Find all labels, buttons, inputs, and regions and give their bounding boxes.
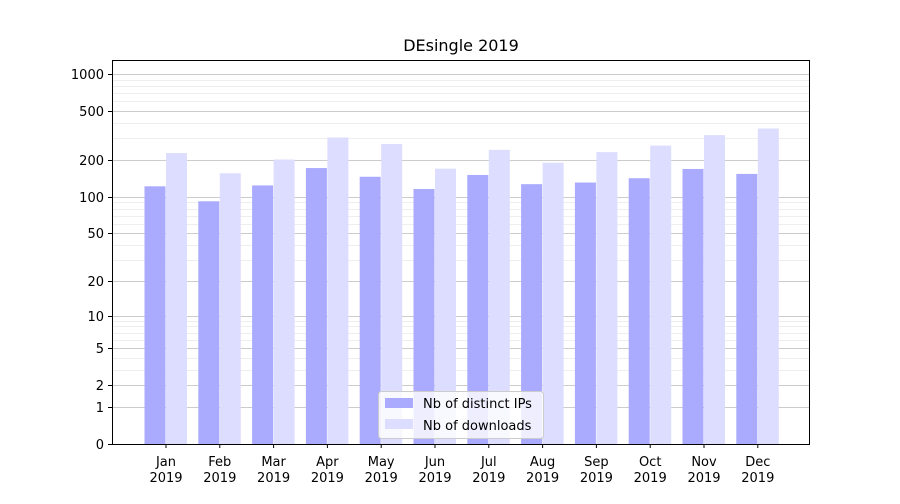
y-tick-label: 500 <box>79 105 104 120</box>
y-axis: 0 1 2 5 10 20 50 100 200 500 1000 <box>71 68 112 453</box>
bar-downloads <box>542 162 564 444</box>
x-tick-label: Jan 2019 <box>149 455 182 486</box>
x-tick-label: Oct 2019 <box>634 455 667 486</box>
y-tick-label: 0 <box>96 438 104 453</box>
bar-downloads <box>273 159 295 444</box>
y-tick-label: 1000 <box>71 68 104 83</box>
bar-distinct-ips <box>682 168 704 444</box>
bar-distinct-ips <box>521 184 543 445</box>
x-tick-label: Mar 2019 <box>257 455 290 486</box>
bar-distinct-ips <box>467 174 489 444</box>
bar-downloads <box>166 153 187 444</box>
x-tick-label: Aug 2019 <box>526 455 559 486</box>
bars <box>144 128 779 445</box>
x-tick-label: Jul 2019 <box>472 455 505 486</box>
bar-distinct-ips <box>574 182 596 445</box>
y-tick-label: 1 <box>96 401 104 416</box>
y-tick-label: 50 <box>87 227 104 242</box>
bar-distinct-ips <box>305 168 327 445</box>
bar-distinct-ips <box>359 176 381 444</box>
y-tick-label: 100 <box>79 191 104 206</box>
bar-distinct-ips <box>144 186 166 444</box>
legend-swatch-distinct-ips <box>385 398 413 408</box>
bar-downloads <box>219 173 241 444</box>
chart-title: DEsingle 2019 <box>403 36 519 55</box>
y-tick-label: 20 <box>87 275 104 290</box>
bar-downloads <box>488 149 510 444</box>
x-tick-label: Apr 2019 <box>311 455 344 486</box>
bar-downloads <box>650 145 672 444</box>
x-tick-label: Dec 2019 <box>741 455 774 486</box>
plot-frame <box>112 60 810 445</box>
bar-downloads <box>435 168 456 445</box>
bar-distinct-ips <box>252 185 274 444</box>
bar-downloads <box>327 137 349 445</box>
bar-distinct-ips <box>628 178 650 444</box>
x-tick-label: Jun 2019 <box>418 455 451 486</box>
legend-label-distinct-ips: Nb of distinct IPs <box>423 397 532 412</box>
x-axis: Jan 2019 Feb 2019 Mar 2019 Apr 2019 May 2019 Jun 20… <box>149 444 774 486</box>
bar-distinct-ips <box>736 173 758 444</box>
y-tick-label: 2 <box>96 379 104 394</box>
legend-label-downloads: Nb of downloads <box>423 419 532 434</box>
x-tick-label: Sep 2019 <box>580 455 613 486</box>
y-tick-label: 10 <box>87 310 104 325</box>
bar-downloads <box>704 135 725 444</box>
bar-downloads <box>757 128 779 444</box>
legend-swatch-downloads <box>385 419 413 429</box>
x-tick-label: May 2019 <box>365 455 398 486</box>
bar-distinct-ips <box>413 188 435 444</box>
y-tick-label: 200 <box>79 154 104 169</box>
legend-box <box>378 391 544 439</box>
y-tick-label: 5 <box>96 342 104 357</box>
legend: Nb of distinct IPs Nb of downloads <box>378 391 544 439</box>
bar-downloads <box>381 144 403 444</box>
x-tick-label: Nov 2019 <box>687 455 720 486</box>
bar-downloads <box>596 152 618 444</box>
x-tick-label: Feb 2019 <box>203 455 236 486</box>
bar-distinct-ips <box>198 201 220 444</box>
